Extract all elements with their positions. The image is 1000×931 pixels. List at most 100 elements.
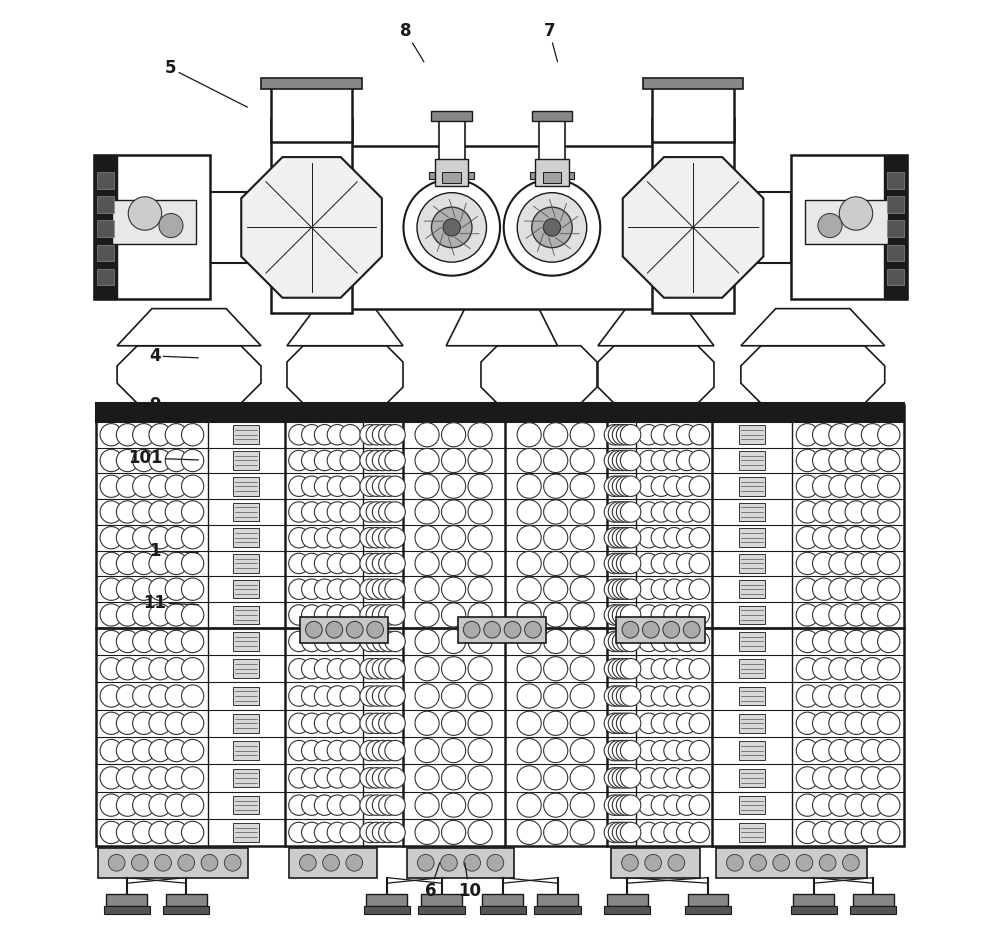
Circle shape <box>314 425 335 445</box>
Circle shape <box>612 631 633 652</box>
Circle shape <box>385 528 405 548</box>
Circle shape <box>689 795 710 816</box>
Bar <box>739 687 765 706</box>
Circle shape <box>133 604 155 626</box>
Circle shape <box>149 794 171 816</box>
Circle shape <box>149 604 171 626</box>
Polygon shape <box>241 157 382 298</box>
Circle shape <box>517 738 541 762</box>
Circle shape <box>829 424 851 446</box>
Circle shape <box>604 822 625 843</box>
Circle shape <box>608 713 629 734</box>
Bar <box>652 118 734 313</box>
Circle shape <box>664 502 684 522</box>
Circle shape <box>796 424 819 446</box>
Circle shape <box>379 713 399 734</box>
Bar <box>739 425 765 444</box>
Bar <box>96 403 904 422</box>
Circle shape <box>517 820 541 844</box>
Bar <box>233 796 259 815</box>
Circle shape <box>604 795 625 816</box>
Circle shape <box>861 501 884 523</box>
Bar <box>314 146 690 309</box>
Circle shape <box>861 604 884 626</box>
Circle shape <box>664 768 684 788</box>
Circle shape <box>289 425 309 445</box>
Circle shape <box>133 821 155 843</box>
Circle shape <box>517 526 541 550</box>
Circle shape <box>651 476 672 496</box>
Circle shape <box>372 686 393 707</box>
Circle shape <box>845 604 867 626</box>
Circle shape <box>155 855 171 871</box>
Circle shape <box>813 712 835 735</box>
Circle shape <box>616 713 637 734</box>
Circle shape <box>878 578 900 600</box>
Circle shape <box>796 794 819 816</box>
Bar <box>887 269 904 286</box>
Circle shape <box>224 855 241 871</box>
Circle shape <box>100 767 122 789</box>
Circle shape <box>468 629 492 654</box>
Circle shape <box>676 528 697 548</box>
Circle shape <box>131 855 148 871</box>
Circle shape <box>340 502 360 522</box>
Circle shape <box>813 767 835 789</box>
Circle shape <box>645 855 662 871</box>
Circle shape <box>796 450 819 472</box>
Circle shape <box>314 713 335 734</box>
Circle shape <box>116 475 139 497</box>
Circle shape <box>620 553 641 573</box>
Circle shape <box>845 450 867 472</box>
Circle shape <box>360 425 380 445</box>
Circle shape <box>327 451 348 471</box>
Circle shape <box>689 605 710 625</box>
Circle shape <box>366 605 387 625</box>
Circle shape <box>100 604 122 626</box>
Circle shape <box>620 605 641 625</box>
Circle shape <box>544 820 568 844</box>
Circle shape <box>340 528 360 548</box>
Polygon shape <box>481 345 597 403</box>
Bar <box>112 199 196 244</box>
Circle shape <box>616 795 637 816</box>
Circle shape <box>372 605 393 625</box>
Circle shape <box>340 822 360 843</box>
Circle shape <box>442 551 466 575</box>
Circle shape <box>544 526 568 550</box>
Circle shape <box>532 207 572 248</box>
Circle shape <box>845 739 867 762</box>
Circle shape <box>372 822 393 843</box>
Circle shape <box>570 603 594 627</box>
Circle shape <box>608 605 629 625</box>
Circle shape <box>878 424 900 446</box>
Circle shape <box>608 822 629 843</box>
Circle shape <box>829 450 851 472</box>
Circle shape <box>604 631 625 652</box>
Circle shape <box>165 604 187 626</box>
Circle shape <box>415 738 439 762</box>
Circle shape <box>570 629 594 654</box>
Circle shape <box>385 795 405 816</box>
Bar <box>94 155 210 300</box>
Circle shape <box>379 768 399 788</box>
Circle shape <box>100 527 122 549</box>
Circle shape <box>327 553 348 573</box>
Circle shape <box>676 768 697 788</box>
Circle shape <box>689 658 710 679</box>
Circle shape <box>544 684 568 708</box>
Circle shape <box>813 501 835 523</box>
Text: 7: 7 <box>543 22 558 61</box>
Circle shape <box>639 740 659 761</box>
Circle shape <box>379 686 399 707</box>
Circle shape <box>819 855 836 871</box>
Circle shape <box>570 577 594 601</box>
Circle shape <box>181 604 204 626</box>
Circle shape <box>116 450 139 472</box>
Circle shape <box>340 605 360 625</box>
Circle shape <box>346 621 363 638</box>
Circle shape <box>165 450 187 472</box>
Circle shape <box>289 713 309 734</box>
Circle shape <box>133 794 155 816</box>
Circle shape <box>608 553 629 573</box>
